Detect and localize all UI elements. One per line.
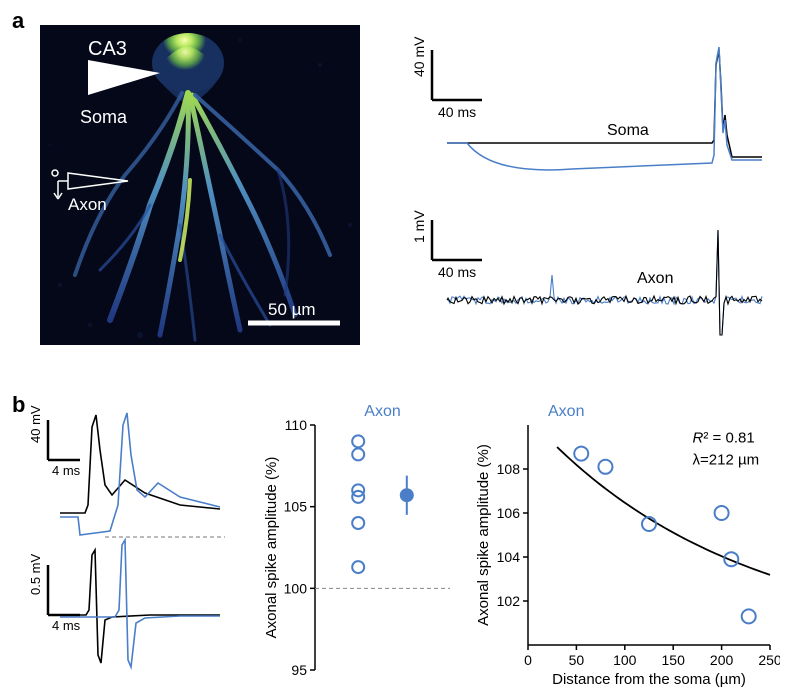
panel-a-soma-trace: 40 mV 40 ms Soma [412, 35, 772, 185]
svg-text:Axon: Axon [364, 403, 400, 420]
svg-text:150: 150 [662, 652, 686, 668]
scale-b-05mv: 0.5 mV [30, 553, 43, 595]
chart-strip: Axon 95 100 105 110 Axonal spike amplitude (%… [260, 400, 460, 690]
svg-text:95: 95 [291, 662, 307, 678]
svg-text:R² = 0.81: R² = 0.81 [693, 430, 755, 447]
scale-b-4ms2: 4 ms [52, 618, 81, 633]
svg-text:108: 108 [497, 461, 521, 477]
scale-b-4ms1: 4 ms [52, 463, 81, 478]
chart-scatter: Axon 102 104 106 108 0 50 100 150 200 250 Distance … [470, 400, 780, 690]
scale-40ms-a1: 40 ms [438, 104, 476, 120]
scale-b-40mv: 40 mV [30, 405, 43, 443]
svg-text:Distance from the soma (µm): Distance from the soma (µm) [552, 671, 746, 688]
soma-trace-label: Soma [607, 122, 649, 139]
svg-text:104: 104 [497, 549, 521, 565]
svg-text:100: 100 [284, 580, 308, 596]
panel-a-axon-trace: 1 mV 40 ms Axon [412, 205, 772, 355]
scale-50um: 50 µm [268, 300, 316, 319]
axon-trace-label: Axon [637, 270, 673, 287]
soma-label: Soma [80, 107, 128, 127]
scale-40mv: 40 mV [412, 36, 427, 77]
svg-text:50: 50 [569, 652, 585, 668]
svg-text:250: 250 [758, 652, 780, 668]
svg-text:λ=212 µm: λ=212 µm [693, 452, 760, 469]
svg-text:110: 110 [285, 417, 308, 433]
ca3-label: CA3 [88, 38, 127, 60]
svg-text:Axonal spike amplitude (%): Axonal spike amplitude (%) [475, 444, 492, 626]
svg-text:Axonal spike amplitude (%): Axonal spike amplitude (%) [263, 457, 280, 639]
svg-text:106: 106 [497, 505, 521, 521]
scale-1mv: 1 mV [412, 210, 427, 243]
scale-40ms-a2: 40 ms [438, 264, 476, 280]
svg-text:105: 105 [284, 499, 308, 515]
panel-a-label: a [12, 8, 24, 34]
axon-label: Axon [68, 195, 107, 214]
micrograph: CA3 Soma Axon 50 µm [40, 25, 360, 345]
svg-text:100: 100 [613, 652, 637, 668]
panel-b-traces: 40 mV 4 ms 0.5 mV 4 ms [30, 405, 230, 675]
panel-b-label: b [12, 392, 25, 418]
svg-text:102: 102 [497, 593, 521, 609]
svg-text:200: 200 [710, 652, 734, 668]
svg-text:Axon: Axon [548, 403, 584, 420]
svg-text:0: 0 [524, 652, 532, 668]
